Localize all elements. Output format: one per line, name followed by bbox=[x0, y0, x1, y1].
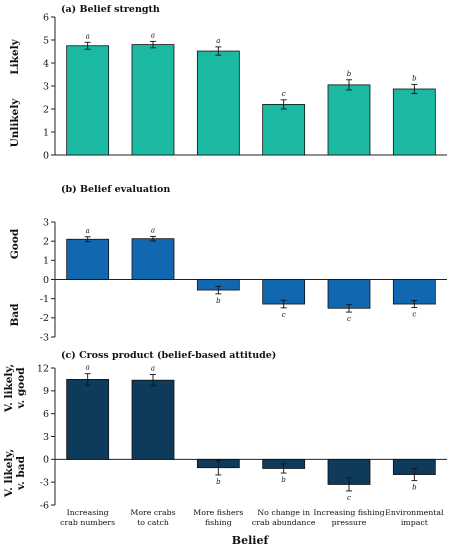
significance-letter: b bbox=[347, 70, 352, 78]
y-tick-label: -3 bbox=[40, 332, 49, 343]
y-tick-label: 1 bbox=[43, 256, 49, 267]
significance-letter: b bbox=[412, 74, 417, 82]
y-tick-label: -3 bbox=[40, 477, 49, 488]
panel-title: (b) Belief evaluation bbox=[61, 184, 170, 195]
y-label-top-line: v. good bbox=[15, 367, 27, 410]
significance-letter: a bbox=[86, 227, 90, 235]
category-label: More fishers bbox=[193, 508, 243, 517]
category-label: No change in bbox=[257, 508, 310, 517]
bar bbox=[66, 379, 110, 460]
category-label: to catch bbox=[137, 518, 169, 527]
bar bbox=[327, 279, 371, 309]
significance-letter: c bbox=[347, 494, 351, 502]
y-tick-label: 2 bbox=[43, 104, 49, 115]
significance-letter: a bbox=[151, 31, 155, 39]
significance-letter: c bbox=[282, 311, 286, 319]
y-label-bottom-line: Unlikely bbox=[9, 98, 21, 148]
y-tick-label: -1 bbox=[40, 294, 49, 305]
category-label: impact bbox=[401, 518, 429, 527]
panel-b: (b) Belief evaluation -3 -2 -1 0 1 2 3 Good Bad a a… bbox=[9, 184, 447, 343]
y-label-top-line: Good bbox=[9, 228, 21, 259]
y-tick-label: 0 bbox=[43, 455, 49, 466]
panel-title: (c) Cross product (belief-based attitude… bbox=[61, 350, 276, 361]
y-label-top: Likely bbox=[9, 38, 21, 74]
bar bbox=[262, 104, 306, 156]
y-tick-label: -6 bbox=[40, 500, 49, 511]
category-label: fishing bbox=[205, 518, 232, 527]
y-label-bottom: Unlikely bbox=[9, 98, 21, 148]
y-tick-label: 3 bbox=[43, 432, 49, 443]
y-tick-label: 1 bbox=[43, 127, 49, 138]
bar bbox=[66, 45, 110, 156]
category-label: More crabs bbox=[130, 508, 175, 517]
y-label-top-line: Likely bbox=[9, 38, 21, 74]
category-label: Increasing fishing bbox=[313, 508, 384, 517]
panel-c: (c) Cross product (belief-based attitude… bbox=[3, 350, 447, 511]
significance-letter: c bbox=[412, 310, 416, 318]
y-label-bottom: Bad bbox=[9, 303, 21, 327]
bar bbox=[66, 238, 110, 280]
y-label-bottom-line: Bad bbox=[9, 303, 21, 327]
significance-letter: b bbox=[216, 478, 221, 486]
bar bbox=[392, 88, 436, 156]
significance-letter: a bbox=[216, 37, 220, 45]
bar bbox=[196, 50, 240, 156]
category-label: pressure bbox=[332, 518, 367, 527]
category-label: crab numbers bbox=[60, 518, 115, 527]
significance-letter: b bbox=[412, 484, 417, 492]
category-label: Environmental bbox=[385, 508, 444, 517]
y-tick-label: 3 bbox=[43, 81, 49, 92]
category-label: Increasing bbox=[67, 508, 109, 517]
significance-letter: a bbox=[151, 226, 155, 234]
bar bbox=[327, 84, 371, 156]
y-label-bottom-line: v. bad bbox=[15, 455, 27, 491]
significance-letter: b bbox=[281, 476, 286, 484]
chart-panels: (a) Belief strength0123456LikelyUnlikely… bbox=[3, 4, 447, 511]
significance-letter: a bbox=[151, 364, 155, 372]
y-tick-label: 6 bbox=[43, 12, 49, 23]
significance-letter: c bbox=[347, 315, 351, 323]
significance-letter: b bbox=[216, 297, 221, 305]
y-tick-label: 12 bbox=[37, 363, 49, 374]
y-tick-label: 0 bbox=[43, 275, 49, 286]
category-label: crab abundance bbox=[252, 518, 316, 527]
y-tick-label: 3 bbox=[43, 217, 49, 228]
y-tick-label: 2 bbox=[43, 236, 49, 247]
y-tick-label: 6 bbox=[43, 409, 49, 420]
bar bbox=[131, 238, 175, 280]
bar bbox=[131, 379, 175, 460]
y-tick-label: 5 bbox=[43, 35, 49, 46]
significance-letter: a bbox=[86, 364, 90, 372]
y-tick-label: 0 bbox=[43, 150, 49, 161]
significance-letter: c bbox=[282, 90, 286, 98]
y-label-top-line: V. likely, bbox=[3, 364, 15, 413]
y-tick-label: -2 bbox=[40, 313, 49, 324]
significance-letter: a bbox=[86, 32, 90, 40]
y-label-bottom-line: V. likely, bbox=[3, 449, 15, 498]
y-label-bottom: V. likely, v. bad bbox=[3, 449, 27, 498]
x-axis-title: Belief bbox=[232, 534, 270, 547]
panel-title: (a) Belief strength bbox=[61, 4, 160, 15]
panel-a: (a) Belief strength 0 1 2 3 4 5 6 Likely Unlikely… bbox=[9, 4, 447, 161]
bar bbox=[392, 279, 436, 305]
bar bbox=[131, 44, 175, 156]
y-tick-label: 4 bbox=[43, 58, 49, 69]
y-label-top: Good bbox=[9, 228, 21, 259]
y-label-top: V. likely, v. good bbox=[3, 364, 27, 413]
y-tick-label: 9 bbox=[43, 386, 49, 397]
